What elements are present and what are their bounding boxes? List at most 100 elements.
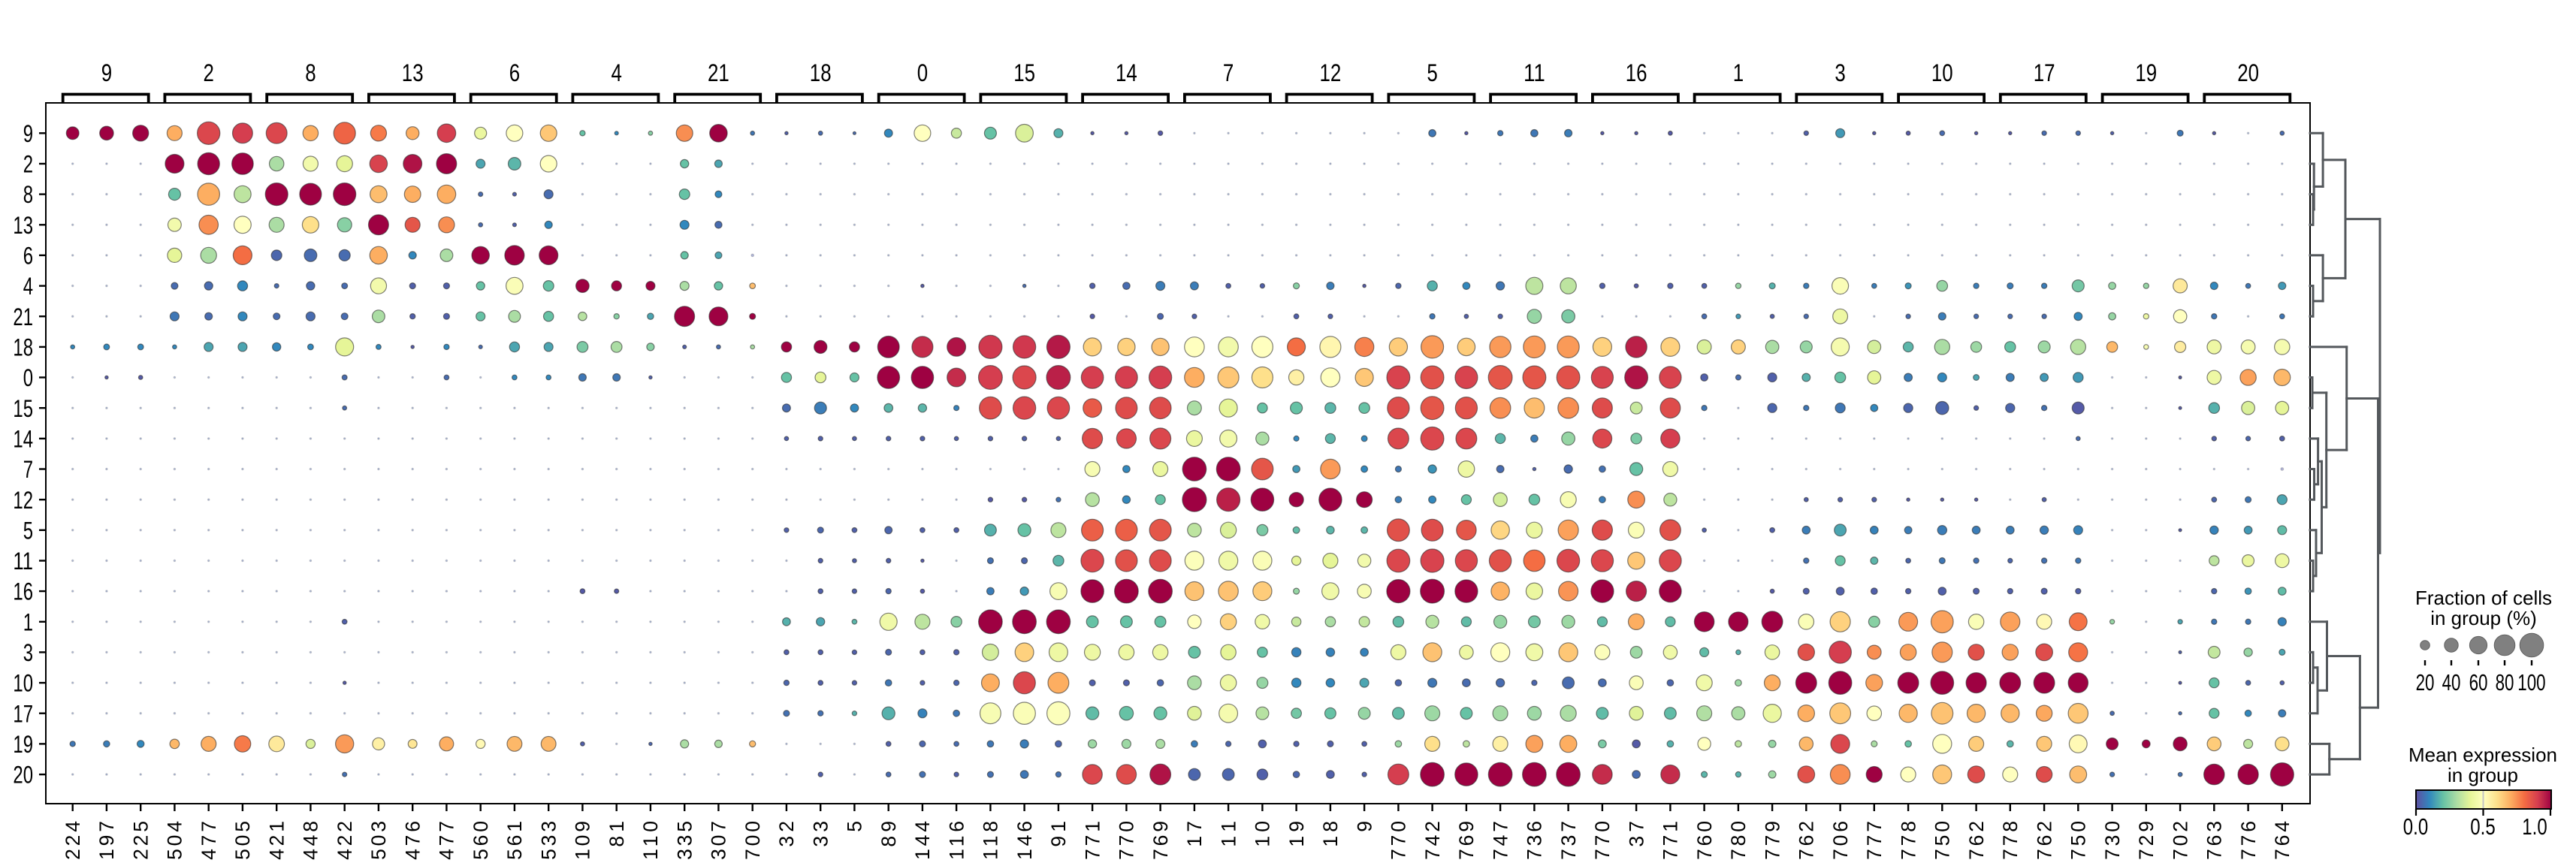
- svg-text:4: 4: [23, 273, 33, 300]
- svg-text:11: 11: [13, 548, 33, 575]
- svg-text:14: 14: [13, 426, 33, 453]
- svg-text:533: 533: [537, 821, 560, 860]
- svg-text:10: 10: [13, 670, 33, 697]
- svg-text:762: 762: [2033, 821, 2055, 860]
- svg-text:12: 12: [13, 487, 33, 514]
- svg-text:771: 771: [1659, 821, 1682, 860]
- svg-text:505: 505: [231, 821, 254, 860]
- svg-text:777: 777: [1863, 821, 1886, 860]
- svg-text:730: 730: [2101, 821, 2124, 860]
- svg-text:118: 118: [980, 821, 1002, 860]
- svg-text:9: 9: [101, 59, 112, 86]
- svg-text:771: 771: [1081, 821, 1104, 860]
- svg-text:Fraction of cells: Fraction of cells: [2415, 587, 2552, 609]
- svg-text:477: 477: [198, 821, 220, 860]
- svg-text:769: 769: [1455, 821, 1478, 860]
- svg-text:421: 421: [265, 821, 288, 860]
- svg-text:15: 15: [1013, 59, 1035, 86]
- svg-text:20: 20: [2416, 670, 2435, 696]
- svg-text:60: 60: [2469, 670, 2488, 696]
- svg-text:307: 307: [708, 821, 730, 860]
- svg-text:13: 13: [402, 59, 424, 86]
- svg-text:504: 504: [164, 821, 186, 860]
- svg-text:20: 20: [13, 762, 33, 789]
- svg-text:in group (%): in group (%): [2430, 607, 2537, 629]
- svg-text:742: 742: [1421, 821, 1444, 860]
- svg-text:448: 448: [300, 821, 322, 860]
- svg-text:8: 8: [23, 181, 33, 208]
- svg-text:20: 20: [2237, 59, 2259, 86]
- svg-text:778: 778: [1999, 821, 2022, 860]
- svg-text:729: 729: [2135, 821, 2158, 860]
- svg-text:2: 2: [204, 59, 214, 86]
- svg-text:197: 197: [95, 821, 118, 860]
- svg-text:80: 80: [2496, 670, 2514, 696]
- svg-text:763: 763: [2203, 821, 2226, 860]
- svg-text:0: 0: [23, 364, 33, 391]
- svg-text:9: 9: [1353, 821, 1376, 832]
- svg-text:750: 750: [2067, 821, 2090, 860]
- svg-text:335: 335: [673, 821, 696, 860]
- svg-text:4: 4: [612, 59, 622, 86]
- svg-text:0: 0: [917, 59, 928, 86]
- svg-text:762: 762: [1965, 821, 1988, 860]
- svg-text:225: 225: [129, 821, 152, 860]
- svg-text:14: 14: [1116, 59, 1137, 86]
- svg-text:21: 21: [708, 59, 729, 86]
- svg-text:40: 40: [2442, 670, 2461, 696]
- svg-text:702: 702: [2169, 821, 2191, 860]
- svg-text:762: 762: [1795, 821, 1818, 860]
- svg-text:109: 109: [572, 821, 594, 860]
- svg-text:422: 422: [334, 821, 356, 860]
- svg-text:10: 10: [1931, 59, 1953, 86]
- svg-text:18: 18: [810, 59, 832, 86]
- svg-text:1: 1: [1733, 59, 1744, 86]
- svg-text:750: 750: [1931, 821, 1954, 860]
- svg-text:769: 769: [1149, 821, 1172, 860]
- svg-text:17: 17: [2034, 59, 2055, 86]
- svg-text:in group: in group: [2448, 764, 2518, 786]
- svg-text:5: 5: [23, 517, 33, 544]
- svg-text:561: 561: [503, 821, 526, 860]
- svg-text:503: 503: [367, 821, 390, 860]
- svg-text:5: 5: [1427, 59, 1437, 86]
- svg-text:19: 19: [13, 731, 33, 758]
- svg-text:100: 100: [2517, 670, 2545, 696]
- svg-text:764: 764: [2271, 821, 2294, 860]
- svg-text:21: 21: [13, 303, 33, 330]
- svg-text:476: 476: [401, 821, 424, 860]
- svg-text:5: 5: [844, 821, 866, 832]
- svg-text:224: 224: [62, 821, 84, 860]
- svg-text:770: 770: [1591, 821, 1614, 860]
- svg-text:9: 9: [23, 120, 33, 147]
- svg-text:560: 560: [470, 821, 492, 860]
- svg-text:736: 736: [1524, 821, 1546, 860]
- svg-text:737: 737: [1557, 821, 1580, 860]
- svg-text:15: 15: [13, 395, 33, 422]
- svg-text:3: 3: [1835, 59, 1845, 86]
- svg-text:0.5: 0.5: [2470, 813, 2495, 840]
- svg-text:13: 13: [13, 212, 33, 239]
- svg-text:2: 2: [23, 151, 33, 178]
- svg-text:144: 144: [911, 821, 934, 860]
- svg-text:779: 779: [1761, 821, 1783, 860]
- svg-text:11: 11: [1524, 59, 1545, 86]
- svg-text:1.0: 1.0: [2522, 813, 2547, 840]
- svg-text:780: 780: [1727, 821, 1750, 860]
- svg-text:16: 16: [1626, 59, 1647, 86]
- svg-text:0.0: 0.0: [2403, 813, 2428, 840]
- svg-text:12: 12: [1320, 59, 1342, 86]
- svg-text:778: 778: [1897, 821, 1919, 860]
- svg-text:760: 760: [1693, 821, 1716, 860]
- svg-text:116: 116: [945, 821, 968, 860]
- svg-text:17: 17: [13, 700, 33, 727]
- svg-text:Mean expression: Mean expression: [2408, 744, 2557, 766]
- svg-text:770: 770: [1116, 821, 1138, 860]
- svg-text:747: 747: [1489, 821, 1511, 860]
- svg-text:7: 7: [1223, 59, 1234, 86]
- svg-text:477: 477: [436, 821, 458, 860]
- svg-text:18: 18: [13, 334, 33, 361]
- svg-text:770: 770: [1388, 821, 1410, 860]
- svg-text:6: 6: [509, 59, 520, 86]
- svg-text:8: 8: [305, 59, 316, 86]
